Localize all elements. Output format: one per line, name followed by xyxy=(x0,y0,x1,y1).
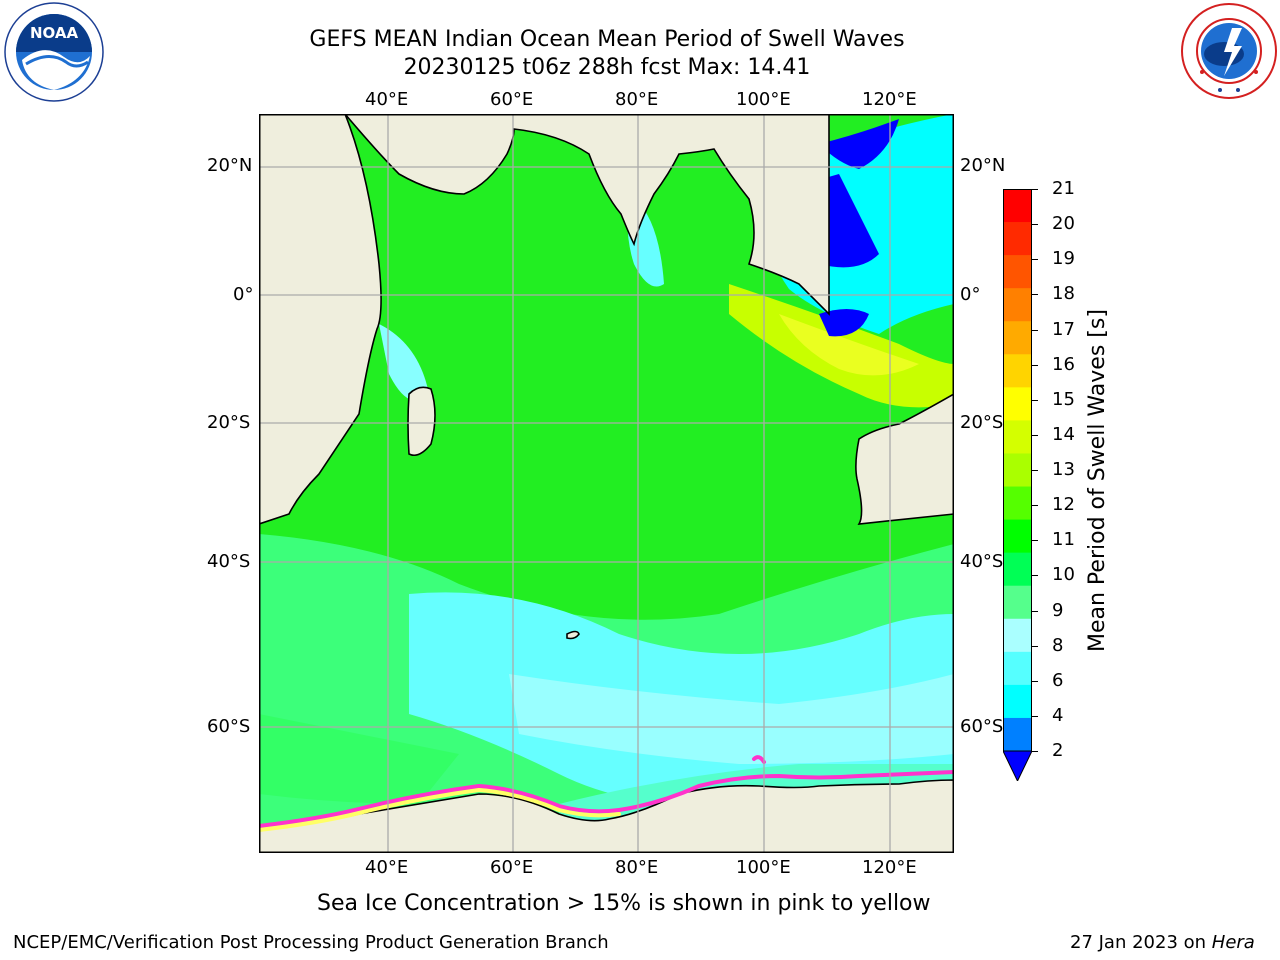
colorbar-tick-label: 8 xyxy=(1052,634,1064,656)
lon-label-bottom-120e: 120°E xyxy=(862,857,917,878)
map-frame xyxy=(259,114,954,853)
colorbar-tick-label: 16 xyxy=(1052,353,1075,375)
colorbar-tick-mark xyxy=(1032,610,1038,612)
lat-label-left-40s: 40°S xyxy=(207,551,251,572)
colorbar-swatch xyxy=(1003,288,1032,322)
colorbar-tick-label: 15 xyxy=(1052,388,1075,410)
lon-label-bottom-60e: 60°E xyxy=(490,857,534,878)
chart-title-line2: 20230125 t06z 288h fcst Max: 14.41 xyxy=(403,55,811,80)
lon-label-bottom-80e: 80°E xyxy=(615,857,659,878)
lat-label-left-20n: 20°N xyxy=(207,155,253,176)
lon-label-bottom-40e: 40°E xyxy=(365,857,409,878)
colorbar-tick-label: 6 xyxy=(1052,669,1064,691)
lon-label-bottom-100e: 100°E xyxy=(736,857,791,878)
colorbar-swatch xyxy=(1003,321,1032,355)
colorbar-tick-label: 19 xyxy=(1052,248,1075,270)
colorbar-swatch xyxy=(1003,486,1032,521)
colorbar-swatch xyxy=(1003,387,1032,421)
svg-text:NOAA: NOAA xyxy=(30,24,79,42)
lon-label-top-80e: 80°E xyxy=(615,89,659,110)
colorbar-tick-mark xyxy=(1032,645,1038,647)
colorbar-swatch xyxy=(1003,717,1032,752)
lat-label-right-60s: 60°S xyxy=(960,716,1004,737)
colorbar-tick-label: 14 xyxy=(1052,423,1075,445)
colorbar-tick-mark xyxy=(1032,715,1038,717)
colorbar-swatch xyxy=(1003,255,1032,289)
colorbar-tick-mark xyxy=(1032,434,1038,436)
colorbar-tick-label: 20 xyxy=(1052,213,1075,235)
colorbar-label: Mean Period of Swell Waves [s] xyxy=(1085,309,1110,652)
colorbar-swatch xyxy=(1003,585,1032,620)
sea-ice-note: Sea Ice Concentration > 15% is shown in … xyxy=(317,891,931,916)
lat-label-left-60s: 60°S xyxy=(207,716,251,737)
colorbar-tick-mark xyxy=(1032,224,1038,226)
colorbar-tick-mark xyxy=(1032,329,1038,331)
colorbar-tick-label: 21 xyxy=(1052,178,1075,199)
nws-logo xyxy=(1180,2,1278,100)
swell-period-map xyxy=(257,113,956,854)
colorbar-tick-mark xyxy=(1032,399,1038,401)
colorbar-tick-mark xyxy=(1032,189,1038,190)
colorbar-tick-label: 10 xyxy=(1052,564,1075,586)
colorbar-frame xyxy=(1003,189,1032,752)
lat-label-right-20s: 20°S xyxy=(960,412,1004,433)
colorbar-swatch xyxy=(1003,651,1032,686)
graticule xyxy=(259,114,954,853)
colorbar-tick-label: 2 xyxy=(1052,740,1064,761)
colorbar-tick-label: 9 xyxy=(1052,599,1064,621)
colorbar-tick-label: 4 xyxy=(1052,704,1064,726)
colorbar-tick-mark xyxy=(1032,364,1038,366)
branch-credit: NCEP/EMC/Verification Post Processing Pr… xyxy=(13,932,609,953)
colorbar-extend-arrow xyxy=(1002,750,1033,783)
lat-label-right-40s: 40°S xyxy=(960,551,1004,572)
colorbar-tick-mark xyxy=(1032,680,1038,682)
chart-title-line1: GEFS MEAN Indian Ocean Mean Period of Sw… xyxy=(309,27,905,52)
generation-date: 27 Jan 2023 on Hera xyxy=(1070,932,1255,953)
colorbar-tick-mark xyxy=(1032,470,1038,471)
colorbar-tick-label: 11 xyxy=(1052,529,1075,551)
land xyxy=(258,113,955,854)
lon-label-top-120e: 120°E xyxy=(862,89,917,110)
lon-label-top-60e: 60°E xyxy=(490,89,534,110)
lon-label-top-100e: 100°E xyxy=(736,89,791,110)
colorbar-swatch xyxy=(1003,189,1032,223)
colorbar-tick-label: 18 xyxy=(1052,283,1075,305)
colorbar-tick-label: 12 xyxy=(1052,494,1075,516)
lon-label-top-40e: 40°E xyxy=(365,89,409,110)
lat-label-left-0: 0° xyxy=(233,284,254,305)
colorbar-tick-mark xyxy=(1032,751,1038,752)
colorbar-swatch xyxy=(1003,552,1032,587)
colorbar-swatch xyxy=(1003,453,1032,488)
colorbar-swatch xyxy=(1003,618,1032,653)
colorbar-tick-label: 17 xyxy=(1052,318,1075,340)
sea-ice-edge xyxy=(257,755,956,832)
colorbar-tick-mark xyxy=(1032,259,1038,261)
colorbar-tick-mark xyxy=(1032,505,1038,507)
colorbar-swatch xyxy=(1003,420,1032,454)
colorbar-swatch xyxy=(1003,354,1032,388)
lat-label-right-0: 0° xyxy=(960,284,981,305)
colorbar-tick-mark xyxy=(1032,294,1038,296)
machine-name: Hera xyxy=(1211,932,1255,953)
lat-label-right-20n: 20°N xyxy=(960,155,1006,176)
generation-date-text: 27 Jan 2023 on xyxy=(1070,932,1207,953)
noaa-logo: NOAA xyxy=(4,2,104,102)
colorbar-tick-mark xyxy=(1032,575,1038,577)
colorbar-tick-label: 13 xyxy=(1052,459,1075,480)
colorbar-swatch xyxy=(1003,222,1032,256)
colorbar-tick-mark xyxy=(1032,540,1038,542)
colorbar xyxy=(1002,189,1033,783)
lat-label-left-20s: 20°S xyxy=(207,412,251,433)
colorbar-swatch xyxy=(1003,684,1032,719)
colorbar-swatch xyxy=(1003,519,1032,554)
